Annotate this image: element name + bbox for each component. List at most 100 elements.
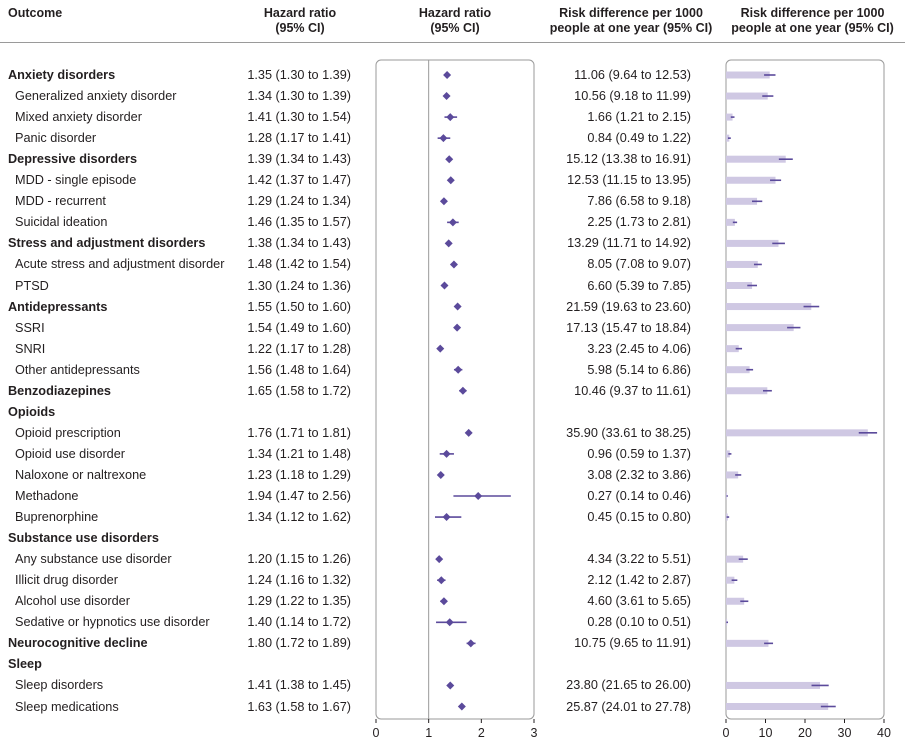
- risk-difference-bar: [726, 324, 794, 332]
- risk-difference-bar: [726, 492, 728, 500]
- hazard-ratio-point: [439, 597, 448, 606]
- hazard-ratio-plot-header-title: Hazard ratio: [418, 6, 492, 20]
- hazard-ratio-value: 1.34 (1.30 to 1.39): [247, 89, 351, 104]
- hazard-ratio-point: [435, 555, 444, 564]
- outcome-label: Opioids: [8, 404, 56, 419]
- hazard-ratio-value: 1.29 (1.22 to 1.35): [247, 594, 351, 609]
- risk-difference-value: 10.75 (9.65 to 11.91): [574, 636, 691, 651]
- hazard-ratio-point: [439, 197, 448, 206]
- outcome-label: Naloxone or naltrexone: [15, 467, 147, 482]
- hazard-ratio-point: [446, 681, 455, 690]
- risk-difference-bar: [726, 366, 750, 374]
- outcome-label: Panic disorder: [15, 131, 97, 146]
- risk-difference-plot-header-sub: people at one year (95% CI): [731, 21, 894, 35]
- hazard-ratio-point: [474, 492, 483, 500]
- risk-difference-tick-label: 40: [877, 726, 891, 740]
- risk-difference-value: 10.46 (9.37 to 11.61): [574, 383, 691, 398]
- hazard-ratio-point: [464, 428, 473, 437]
- risk-difference-value: 0.45 (0.15 to 0.80): [587, 510, 691, 525]
- risk-difference-bar: [726, 134, 730, 142]
- hazard-ratio-point: [444, 239, 453, 248]
- risk-difference-bar: [726, 429, 868, 437]
- outcome-label: Sleep medications: [15, 699, 119, 714]
- hazard-ratio-value: 1.46 (1.35 to 1.57): [247, 215, 351, 230]
- hazard-ratio-tick-label: 3: [531, 726, 538, 740]
- hazard-ratio-point: [446, 176, 455, 185]
- risk-difference-bar: [726, 555, 744, 563]
- hazard-ratio-point: [453, 323, 462, 332]
- outcome-label: PTSD: [15, 278, 49, 293]
- hazard-ratio-point: [442, 92, 451, 101]
- hazard-ratio-value: 1.20 (1.15 to 1.26): [247, 552, 351, 567]
- risk-difference-value: 1.66 (1.21 to 2.15): [587, 110, 691, 125]
- hazard-ratio-text-header-sub: (95% CI): [275, 21, 325, 35]
- risk-difference-value: 13.29 (11.71 to 14.92): [567, 236, 691, 251]
- risk-difference-text-header-title: Risk difference per 1000: [559, 6, 703, 20]
- outcome-label: Illicit drug disorder: [15, 573, 118, 588]
- risk-difference-bar: [726, 681, 821, 689]
- hazard-ratio-value: 1.80 (1.72 to 1.89): [247, 636, 351, 651]
- hazard-ratio-value: 1.34 (1.21 to 1.48): [247, 446, 351, 461]
- outcome-header-label: Outcome: [8, 6, 63, 20]
- risk-difference-value: 23.80 (21.65 to 26.00): [566, 678, 691, 693]
- risk-difference-value: 2.12 (1.42 to 2.87): [587, 573, 691, 588]
- hazard-ratio-value: 1.24 (1.16 to 1.32): [247, 573, 351, 588]
- risk-difference-value: 3.23 (2.45 to 4.06): [587, 341, 691, 356]
- hazard-ratio-point: [448, 218, 457, 227]
- risk-difference-value: 0.96 (0.59 to 1.37): [587, 446, 691, 461]
- hazard-ratio-point: [436, 470, 445, 479]
- risk-difference-bar: [726, 345, 739, 353]
- outcome-label: Other antidepressants: [15, 362, 140, 377]
- outcome-label: Suicidal ideation: [15, 215, 108, 230]
- outcome-column-header: Outcome: [8, 6, 62, 21]
- hazard-ratio-point: [437, 576, 446, 585]
- risk-difference-bar: [726, 71, 770, 79]
- outcome-label: Sleep disorders: [15, 678, 104, 693]
- outcome-label: Anxiety disorders: [8, 68, 116, 82]
- risk-difference-bar: [726, 92, 768, 100]
- hazard-ratio-point: [458, 386, 467, 395]
- risk-difference-tick-label: 10: [759, 726, 773, 740]
- outcome-label: Alcohol use disorder: [15, 594, 130, 609]
- hazard-ratio-value: 1.42 (1.37 to 1.47): [247, 173, 351, 188]
- risk-difference-plot-header: Risk difference per 1000 people at one y…: [720, 6, 905, 36]
- outcome-label: MDD - recurrent: [15, 194, 106, 209]
- hazard-ratio-point: [449, 260, 458, 269]
- hazard-ratio-tick-label: 0: [373, 726, 380, 740]
- hazard-ratio-value: 1.65 (1.58 to 1.72): [247, 383, 351, 398]
- hazard-ratio-value: 1.30 (1.24 to 1.36): [247, 278, 351, 293]
- outcome-label: Opioid prescription: [15, 425, 121, 440]
- risk-difference-bar: [726, 597, 745, 605]
- hazard-ratio-text-header: Hazard ratio (95% CI): [230, 6, 370, 36]
- hazard-ratio-value: 1.41 (1.38 to 1.45): [247, 678, 351, 693]
- outcome-label: Stress and adjustment disorders: [8, 236, 206, 251]
- risk-difference-value: 4.60 (3.61 to 5.65): [587, 594, 691, 609]
- risk-difference-bar: [726, 303, 812, 311]
- risk-difference-value: 11.06 (9.64 to 12.53): [574, 68, 691, 82]
- risk-difference-bar: [726, 176, 776, 184]
- outcome-label: Methadone: [15, 489, 79, 503]
- hazard-ratio-point: [443, 71, 452, 79]
- hazard-ratio-point: [445, 618, 454, 627]
- outcome-label: Any substance use disorder: [15, 552, 172, 567]
- risk-difference-bar: [726, 703, 829, 710]
- hazard-ratio-point: [442, 513, 451, 522]
- risk-difference-value: 5.98 (5.14 to 6.86): [587, 362, 691, 377]
- outcome-label: SNRI: [15, 341, 46, 356]
- hazard-ratio-point: [453, 302, 462, 311]
- risk-difference-bar: [726, 639, 769, 647]
- risk-difference-value: 15.12 (13.38 to 16.91): [566, 152, 691, 167]
- outcome-label: Sleep: [8, 657, 42, 672]
- hazard-ratio-point: [454, 365, 463, 374]
- risk-difference-value: 3.08 (2.32 to 3.86): [587, 467, 691, 482]
- hazard-ratio-panel-frame: [375, 59, 535, 720]
- risk-difference-value: 4.34 (3.22 to 5.51): [587, 552, 691, 567]
- hazard-ratio-value: 1.94 (1.47 to 2.56): [247, 489, 351, 503]
- risk-difference-bar: [726, 387, 768, 395]
- risk-difference-value: 0.84 (0.49 to 1.22): [587, 131, 691, 146]
- risk-difference-value: 25.87 (24.01 to 27.78): [566, 699, 691, 714]
- hazard-ratio-point: [436, 344, 445, 353]
- hazard-ratio-point: [446, 113, 455, 122]
- outcome-label: SSRI: [15, 320, 45, 335]
- risk-difference-value: 8.05 (7.08 to 9.07): [587, 257, 691, 272]
